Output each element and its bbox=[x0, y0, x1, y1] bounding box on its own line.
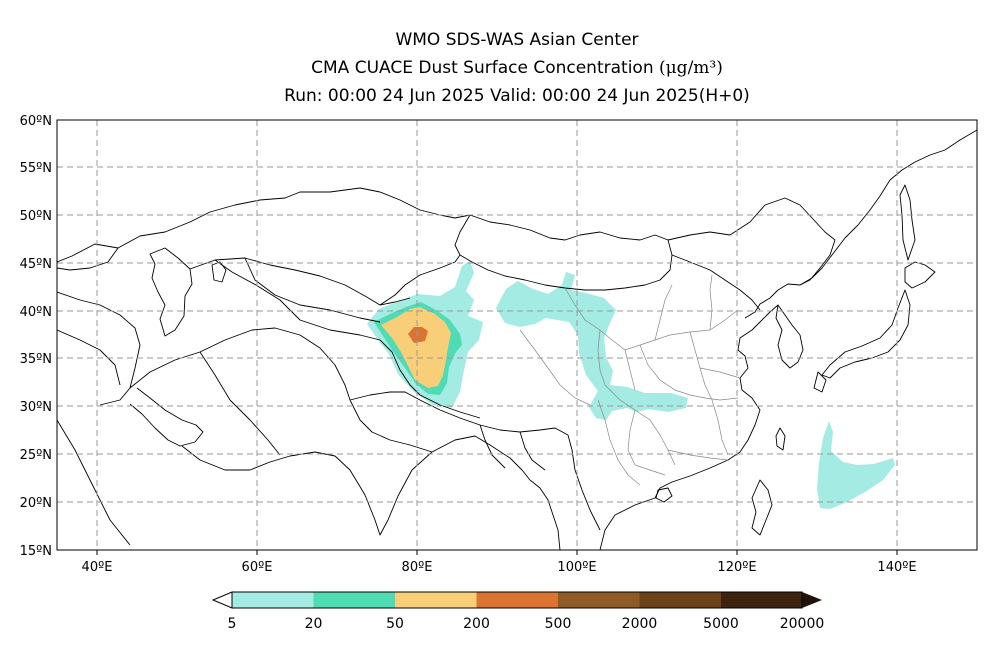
lat-label-25: 25ºN bbox=[20, 448, 52, 463]
title-line-1: WMO SDS-WAS Asian Center bbox=[395, 30, 639, 50]
colorbar-label-5: 5 bbox=[228, 616, 237, 632]
colorbar-bin-5-20 bbox=[232, 592, 314, 608]
borders-china-west bbox=[379, 254, 481, 419]
aral-sea bbox=[211, 261, 227, 283]
graticule bbox=[57, 120, 977, 550]
axis-tick-marks bbox=[96, 550, 898, 555]
map-frame bbox=[56, 119, 978, 551]
colorbar-bin-2000-5000 bbox=[639, 592, 721, 608]
lat-label-55: 55ºN bbox=[20, 161, 52, 176]
dust-fields bbox=[367, 261, 895, 509]
lon-label-40: 40ºE bbox=[82, 560, 113, 575]
korea-coast bbox=[775, 304, 804, 369]
colorbar-outline bbox=[231, 591, 803, 609]
province-lines bbox=[519, 274, 741, 486]
sakhalin bbox=[899, 184, 916, 261]
bohai-coast bbox=[744, 283, 801, 319]
colorbar-label-500: 500 bbox=[545, 616, 572, 632]
lat-label-35: 35ºN bbox=[20, 352, 52, 367]
borders-middle-east bbox=[57, 291, 351, 456]
caspian-sea bbox=[149, 247, 193, 337]
dust-level-5-50-mongolia bbox=[496, 272, 688, 420]
colorbar-bin-500-2000 bbox=[558, 592, 640, 608]
philippines bbox=[751, 479, 773, 536]
colorbar: 5 20 50 200 500 2000 5000 20000 bbox=[211, 591, 825, 632]
colorbar-bin-20-50 bbox=[313, 592, 395, 608]
lat-label-50: 50ºN bbox=[20, 209, 52, 224]
hainan bbox=[655, 487, 673, 503]
colorbar-label-50: 50 bbox=[386, 616, 404, 632]
lat-label-60: 60ºN bbox=[20, 114, 52, 129]
dust-level-5-50-pacific bbox=[817, 421, 895, 509]
russia-far-east-coast bbox=[799, 129, 977, 286]
lat-label-40: 40ºN bbox=[20, 305, 52, 320]
lat-label-45: 45ºN bbox=[20, 257, 52, 272]
honshu bbox=[821, 289, 911, 379]
colorbar-bin-50-200 bbox=[395, 592, 477, 608]
lat-label-30: 30ºN bbox=[20, 400, 52, 415]
lat-label-15: 15ºN bbox=[20, 544, 52, 559]
borders-russia-china-east bbox=[667, 197, 836, 311]
colorbar-label-200: 200 bbox=[463, 616, 490, 632]
kyushu bbox=[813, 371, 827, 393]
title-unit: (μg/m³) bbox=[659, 58, 723, 78]
taiwan bbox=[775, 427, 786, 451]
colorbar-over-arrow bbox=[802, 592, 822, 608]
indochina-coast bbox=[599, 304, 779, 550]
colorbar-bin-200-500 bbox=[476, 592, 558, 608]
lon-label-80: 80ºE bbox=[402, 560, 433, 575]
hokkaido bbox=[904, 261, 936, 289]
title-line-2: CMA CUACE Dust Surface Concentration (μg… bbox=[0, 58, 1000, 78]
bay-of-bengal-coast bbox=[431, 435, 561, 550]
borders-south-asia bbox=[349, 391, 601, 531]
lon-label-60: 60ºE bbox=[242, 560, 273, 575]
colorbar-label-2000: 2000 bbox=[622, 616, 658, 632]
country-borders bbox=[57, 129, 977, 550]
lat-label-20: 20ºN bbox=[20, 496, 52, 511]
colorbar-label-20000: 20000 bbox=[780, 616, 825, 632]
province-borders bbox=[519, 274, 741, 486]
dust-level-200-500 bbox=[408, 327, 428, 343]
lon-tick-labels: 40ºE 60ºE 80ºE 100ºE 120ºE 140ºE bbox=[82, 560, 917, 575]
colorbar-label-5000: 5000 bbox=[703, 616, 739, 632]
title-line-3: Run: 00:00 24 Jun 2025 Valid: 00:00 24 J… bbox=[284, 86, 750, 106]
arabian-coast bbox=[57, 419, 433, 546]
black-sea bbox=[57, 243, 119, 271]
colorbar-under-arrow bbox=[211, 591, 233, 609]
colorbar-bin-5000-20000 bbox=[721, 592, 802, 608]
borders-central-asia bbox=[117, 187, 471, 341]
dust-level-50-200 bbox=[381, 307, 451, 388]
title-product: CMA CUACE Dust Surface Concentration bbox=[311, 58, 654, 78]
lon-label-100: 100ºE bbox=[557, 560, 596, 575]
lon-label-140: 140ºE bbox=[877, 560, 916, 575]
lon-label-120: 120ºE bbox=[717, 560, 756, 575]
colorbar-label-20: 20 bbox=[305, 616, 323, 632]
persian-gulf bbox=[129, 387, 204, 447]
borders-mongolia-china bbox=[454, 214, 673, 291]
lat-tick-labels: 15ºN 20ºN 25ºN 30ºN 35ºN 40ºN 45ºN 50ºN … bbox=[20, 114, 52, 559]
